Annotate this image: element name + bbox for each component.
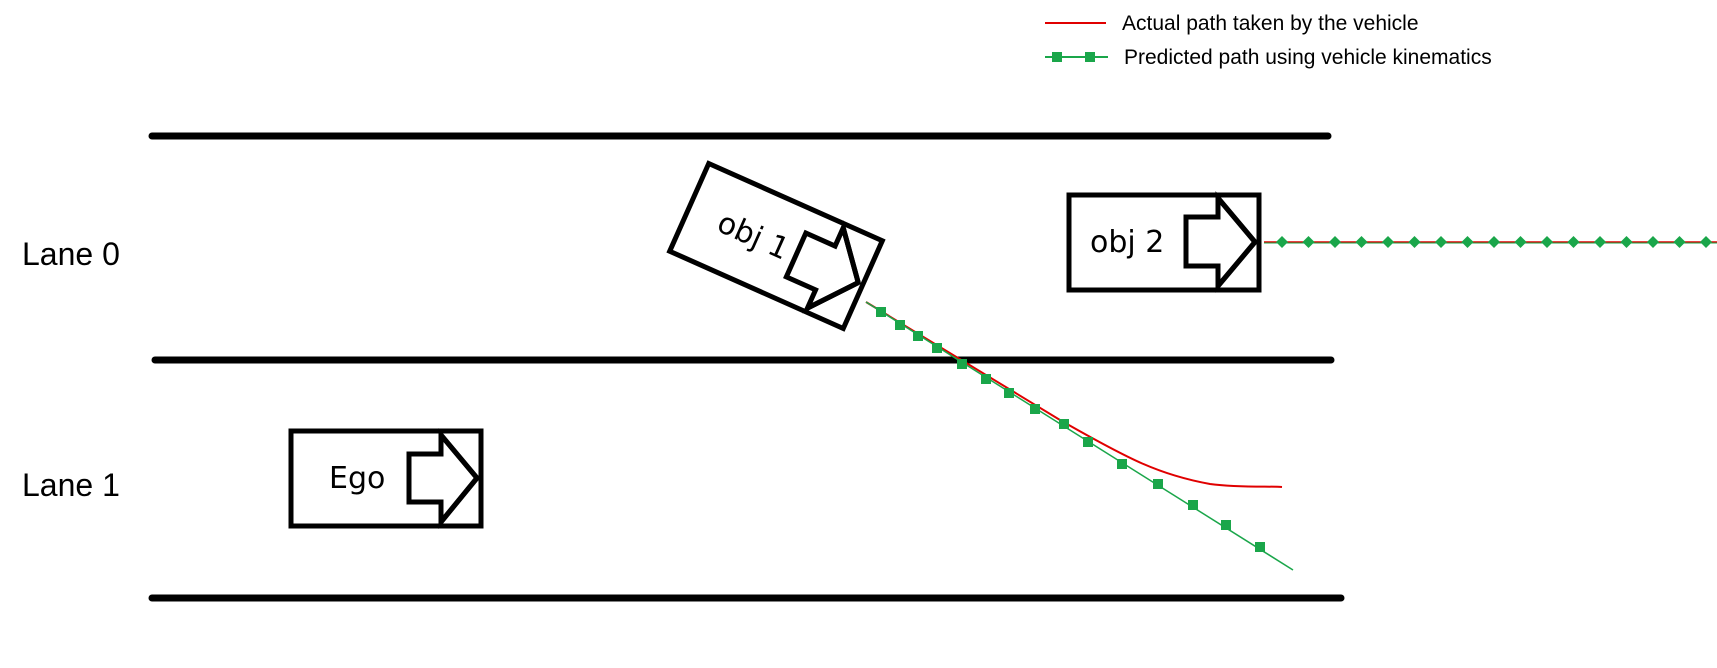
square-marker xyxy=(1153,479,1163,489)
ego-vehicle: Ego xyxy=(288,428,484,530)
obj2-predicted-path xyxy=(1264,236,1717,248)
obj1-vehicle: obj 1 xyxy=(666,160,886,332)
diamond-marker xyxy=(1302,236,1315,248)
obj2-vehicle: obj 2 xyxy=(1066,191,1262,293)
diamond-marker xyxy=(1514,236,1527,248)
square-marker xyxy=(981,374,991,384)
diamond-marker xyxy=(1567,236,1580,248)
diamond-marker xyxy=(1435,236,1447,248)
square-marker xyxy=(1117,459,1127,469)
legend-actual-label: Actual path taken by the vehicle xyxy=(1122,12,1419,35)
obj1-predicted-path xyxy=(865,301,1294,571)
square-marker xyxy=(1004,388,1014,398)
obj1-actual-path xyxy=(865,301,1283,488)
arrow-right-icon xyxy=(1183,191,1259,293)
diamond-marker xyxy=(1329,236,1341,248)
diamond-marker xyxy=(1461,236,1474,248)
diamond-marker xyxy=(1408,236,1421,248)
obj2-predicted-markers xyxy=(1276,236,1712,248)
diamond-marker xyxy=(1382,236,1394,248)
square-marker xyxy=(1255,542,1265,552)
lane-1-label: Lane 1 xyxy=(22,467,120,503)
legend: Actual path taken by the vehicle Predict… xyxy=(1045,12,1492,69)
obj2-vehicle-label: obj 2 xyxy=(1090,225,1164,260)
diamond-marker xyxy=(1673,236,1686,248)
square-marker xyxy=(876,307,886,317)
obj1-predicted-markers xyxy=(876,307,1265,552)
square-marker xyxy=(1030,404,1040,414)
lane-0-label: Lane 0 xyxy=(22,236,120,272)
arrow-right-icon xyxy=(783,220,862,314)
diamond-marker xyxy=(1276,236,1288,248)
square-marker xyxy=(957,359,967,369)
square-marker xyxy=(1221,520,1231,530)
diamond-marker xyxy=(1647,236,1659,248)
lane-lines xyxy=(148,132,1345,602)
legend-predicted-marker xyxy=(1052,52,1062,62)
square-marker xyxy=(1083,437,1093,447)
square-marker xyxy=(1188,500,1198,510)
diamond-marker xyxy=(1355,236,1368,248)
diamond-marker xyxy=(1594,236,1606,248)
diamond-marker xyxy=(1541,236,1553,248)
diamond-marker xyxy=(1620,236,1633,248)
legend-predicted-label: Predicted path using vehicle kinematics xyxy=(1124,46,1492,69)
legend-predicted-marker xyxy=(1085,52,1095,62)
square-marker xyxy=(932,343,942,353)
arrow-right-icon xyxy=(406,428,481,530)
diamond-marker xyxy=(1700,236,1712,248)
ego-vehicle-label: Ego xyxy=(329,461,385,496)
square-marker xyxy=(913,331,923,341)
square-marker xyxy=(1059,419,1069,429)
square-marker xyxy=(895,320,905,330)
diamond-marker xyxy=(1488,236,1500,248)
